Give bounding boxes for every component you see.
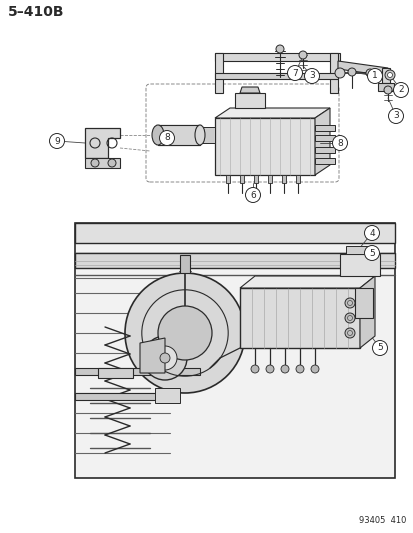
Circle shape xyxy=(159,353,170,363)
Circle shape xyxy=(344,298,354,308)
Circle shape xyxy=(392,83,408,98)
Bar xyxy=(75,223,394,243)
Text: 7: 7 xyxy=(292,69,297,77)
Circle shape xyxy=(310,365,318,373)
Bar xyxy=(75,253,394,268)
Polygon shape xyxy=(377,83,393,91)
Polygon shape xyxy=(329,53,337,93)
Polygon shape xyxy=(85,158,120,168)
Circle shape xyxy=(344,328,354,338)
Circle shape xyxy=(50,133,64,149)
Bar xyxy=(225,175,230,183)
Circle shape xyxy=(304,69,319,84)
Bar xyxy=(254,175,257,183)
Text: 1: 1 xyxy=(371,71,377,80)
Polygon shape xyxy=(314,108,329,175)
Circle shape xyxy=(153,346,177,370)
Polygon shape xyxy=(314,158,334,164)
Polygon shape xyxy=(75,393,159,400)
Ellipse shape xyxy=(195,125,204,145)
Text: 6: 6 xyxy=(249,190,255,199)
Circle shape xyxy=(363,246,379,261)
Polygon shape xyxy=(199,127,214,143)
Circle shape xyxy=(280,365,288,373)
Ellipse shape xyxy=(152,125,164,145)
Bar xyxy=(75,223,394,478)
Circle shape xyxy=(91,159,99,167)
Circle shape xyxy=(250,365,259,373)
Circle shape xyxy=(383,86,391,94)
Polygon shape xyxy=(240,276,374,288)
Polygon shape xyxy=(158,125,199,145)
Bar xyxy=(345,246,373,254)
Polygon shape xyxy=(314,147,334,153)
Circle shape xyxy=(158,306,211,360)
Polygon shape xyxy=(214,108,329,118)
Text: 2: 2 xyxy=(397,85,403,94)
Bar xyxy=(240,288,359,348)
Circle shape xyxy=(347,68,355,76)
Text: 8: 8 xyxy=(336,139,342,148)
Circle shape xyxy=(266,365,273,373)
Polygon shape xyxy=(314,135,334,141)
Polygon shape xyxy=(359,276,374,348)
Circle shape xyxy=(372,341,387,356)
Bar xyxy=(267,175,271,183)
Circle shape xyxy=(275,45,283,53)
Polygon shape xyxy=(140,338,165,373)
Circle shape xyxy=(332,135,347,150)
Polygon shape xyxy=(214,118,314,175)
Polygon shape xyxy=(214,53,223,93)
Circle shape xyxy=(387,109,403,124)
Circle shape xyxy=(367,69,382,84)
Circle shape xyxy=(387,72,392,77)
Text: 5: 5 xyxy=(368,248,374,257)
Circle shape xyxy=(108,159,116,167)
Circle shape xyxy=(334,68,344,78)
Polygon shape xyxy=(85,128,120,158)
Polygon shape xyxy=(314,125,334,131)
Polygon shape xyxy=(337,61,387,76)
Circle shape xyxy=(298,51,306,59)
Polygon shape xyxy=(75,368,199,375)
Bar xyxy=(339,254,379,276)
Text: 5–410B: 5–410B xyxy=(8,5,64,19)
Circle shape xyxy=(142,336,187,380)
Bar xyxy=(354,288,372,318)
Text: 93405  410: 93405 410 xyxy=(358,516,405,525)
Polygon shape xyxy=(214,53,339,61)
Polygon shape xyxy=(235,93,264,108)
Text: 5: 5 xyxy=(376,343,382,352)
Polygon shape xyxy=(240,87,259,93)
Text: 4: 4 xyxy=(368,229,374,238)
Text: 8: 8 xyxy=(164,133,169,142)
Text: 3: 3 xyxy=(392,111,398,120)
Circle shape xyxy=(295,365,303,373)
Bar xyxy=(154,388,180,403)
Text: 3: 3 xyxy=(309,71,314,80)
Polygon shape xyxy=(381,68,389,83)
Polygon shape xyxy=(214,73,337,79)
Circle shape xyxy=(125,273,244,393)
Circle shape xyxy=(287,66,302,80)
Text: 9: 9 xyxy=(54,136,60,146)
Circle shape xyxy=(384,70,394,80)
Circle shape xyxy=(245,188,260,203)
Bar xyxy=(98,368,133,378)
Bar xyxy=(281,175,285,183)
Circle shape xyxy=(363,225,379,240)
Circle shape xyxy=(365,69,373,77)
Circle shape xyxy=(344,313,354,323)
Circle shape xyxy=(159,131,174,146)
Bar xyxy=(295,175,299,183)
Bar xyxy=(240,175,243,183)
Bar xyxy=(180,255,190,273)
